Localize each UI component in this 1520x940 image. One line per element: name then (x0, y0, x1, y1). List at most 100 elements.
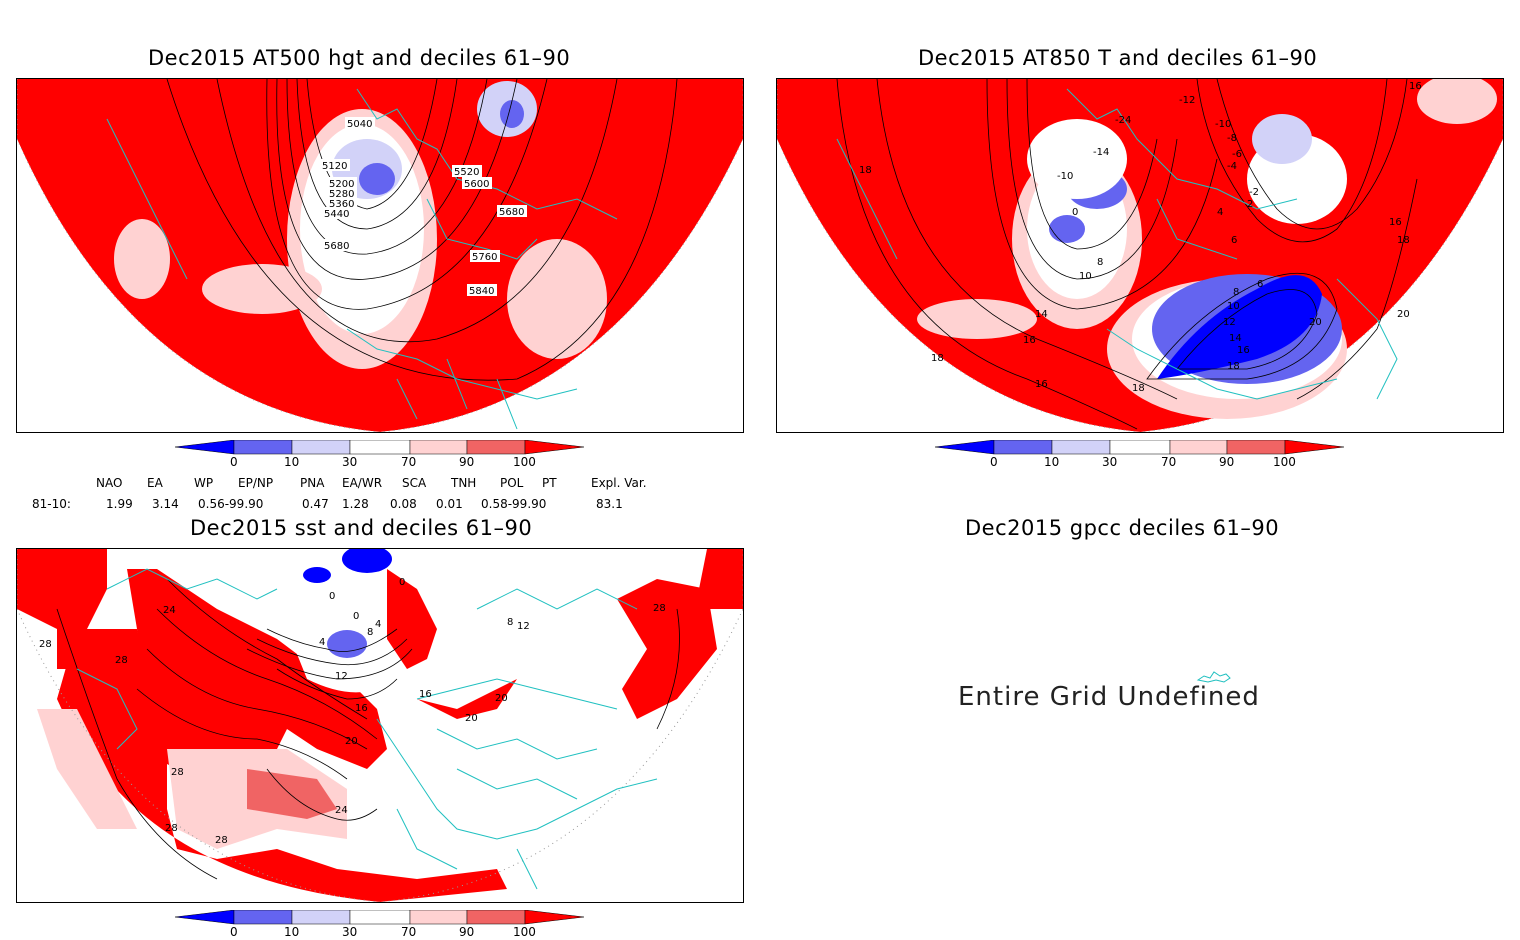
contour-label: 8 (507, 617, 513, 628)
contour-label: 0 (1072, 207, 1078, 218)
colorbar-tick: 100 (513, 455, 536, 469)
contour-label: 16 (1035, 379, 1048, 390)
colorbar-tick: 10 (284, 925, 300, 939)
contour-label: 5040 (347, 119, 372, 130)
colorbar-tick: 70 (401, 455, 417, 469)
contour-label: 20 (1309, 317, 1322, 328)
index-value: 0.01 (436, 497, 463, 511)
colorbar-tick: 90 (459, 925, 475, 939)
contour-label: 28 (653, 603, 666, 614)
index-header: POL (500, 476, 524, 490)
index-value: 3.14 (152, 497, 179, 511)
panel-title-at850: Dec2015 AT850 T and deciles 61–90 (918, 46, 1318, 70)
contour-label: -24 (1115, 115, 1131, 126)
index-value: 0.08 (390, 497, 417, 511)
contour-label: 4 (375, 619, 381, 630)
colorbar-tick: 70 (401, 925, 417, 939)
map-at850: -12 -10 -8 -6 -4 -2 0 2 4 6 8 10 14 16 1… (777, 79, 1503, 432)
index-value: 83.1 (596, 497, 623, 511)
colorbar-tick: 100 (513, 925, 536, 939)
undefined-grid-message: Entire Grid Undefined (958, 682, 1260, 712)
contour-label: 10 (1079, 271, 1092, 282)
contour-label: 12 (517, 621, 530, 632)
contour-label: 18 (1227, 361, 1240, 372)
contour-label: 14 (1229, 333, 1242, 344)
contour-label: -12 (1179, 95, 1195, 106)
contour-label: -6 (1232, 149, 1242, 160)
map-sst: 24 28 28 28 28 28 28 0 0 4 4 8 12 16 20 … (17, 549, 743, 902)
colorbar-tick: 10 (284, 455, 300, 469)
contour-label: 5120 (322, 161, 347, 172)
contour-label: 5680 (324, 241, 349, 252)
index-value: 0.47 (302, 497, 329, 511)
colorbar-tick: 100 (1273, 455, 1296, 469)
colorbar-tick: 0 (990, 455, 998, 469)
contour-label: 10 (1227, 301, 1240, 312)
map-panel-at850: -12 -10 -8 -6 -4 -2 0 2 4 6 8 10 14 16 1… (776, 78, 1504, 433)
map-panel-sst: 24 28 28 28 28 28 28 0 0 4 4 8 12 16 20 … (16, 548, 744, 903)
colorbar-tick: 90 (459, 455, 475, 469)
contour-label: -10 (1215, 119, 1231, 130)
map-panel-at500: 5040 5120 5200 5280 5360 5440 5520 5600 … (16, 78, 744, 433)
contour-label: 0 (353, 611, 359, 622)
index-header: PT (542, 476, 557, 490)
contour-label: 5840 (469, 286, 494, 297)
colorbar-tick: 30 (342, 455, 358, 469)
colorbar-tick: 30 (342, 925, 358, 939)
map-at500: 5040 5120 5200 5280 5360 5440 5520 5600 … (17, 79, 743, 432)
index-value: 1.28 (342, 497, 369, 511)
contour-label: 28 (171, 767, 184, 778)
index-header: EA (147, 476, 163, 490)
index-value: 0.58-99.90 (481, 497, 547, 511)
contour-label: 16 (1023, 335, 1036, 346)
index-header: NAO (96, 476, 123, 490)
contour-label: 20 (465, 713, 478, 724)
contour-label: 20 (495, 693, 508, 704)
contour-label: 28 (115, 655, 128, 666)
index-value: 0.56-99.90 (198, 497, 264, 511)
contour-label: 5680 (499, 207, 524, 218)
colorbar-tick: 0 (230, 455, 238, 469)
index-row-label: 81-10: (32, 497, 71, 511)
contour-label: 12 (1223, 317, 1236, 328)
contour-label: 6 (1257, 279, 1263, 290)
colorbar-at500: 0 10 30 70 90 100 (174, 439, 585, 470)
panel-title-at500: Dec2015 AT500 hgt and deciles 61–90 (148, 46, 571, 70)
index-header: PNA (300, 476, 325, 490)
contour-label: 14 (1035, 309, 1048, 320)
contour-label: 16 (1389, 217, 1402, 228)
contour-label: 28 (165, 823, 178, 834)
index-header: TNH (451, 476, 477, 490)
contour-label: 12 (335, 671, 348, 682)
contour-label: 18 (1397, 235, 1410, 246)
panel-title-sst: Dec2015 sst and deciles 61–90 (190, 516, 533, 540)
index-header: SCA (402, 476, 427, 490)
contour-label: -8 (1227, 133, 1237, 144)
index-header: EA/WR (342, 476, 383, 490)
colorbar-svg-at850 (934, 439, 1345, 455)
contour-label: 20 (1397, 309, 1410, 320)
contour-label: 2 (1247, 199, 1253, 210)
colorbar-tick: 10 (1044, 455, 1060, 469)
contour-label: 28 (215, 835, 228, 846)
contour-label: -2 (1249, 187, 1259, 198)
contour-label: 8 (1233, 287, 1239, 298)
contour-label: -10 (1057, 171, 1073, 182)
colorbar-tick: 70 (1161, 455, 1177, 469)
contour-label: 24 (335, 805, 348, 816)
colorbar-svg-sst (174, 909, 585, 925)
contour-label: -14 (1093, 147, 1109, 158)
contour-label: 16 (419, 689, 432, 700)
contour-label: 4 (1217, 207, 1223, 218)
contour-label: 5520 (454, 167, 479, 178)
colorbar-tick: 90 (1219, 455, 1235, 469)
contour-label: 18 (931, 353, 944, 364)
contour-label: 24 (163, 605, 176, 616)
contour-label: -4 (1227, 161, 1237, 172)
colorbar-sst: 0 10 30 70 90 100 (174, 909, 585, 940)
contour-label: 0 (329, 591, 335, 602)
contour-label: 8 (367, 627, 373, 638)
index-header: WP (194, 476, 214, 490)
contour-label: 5360 (329, 199, 354, 210)
contour-label: 20 (345, 736, 358, 747)
